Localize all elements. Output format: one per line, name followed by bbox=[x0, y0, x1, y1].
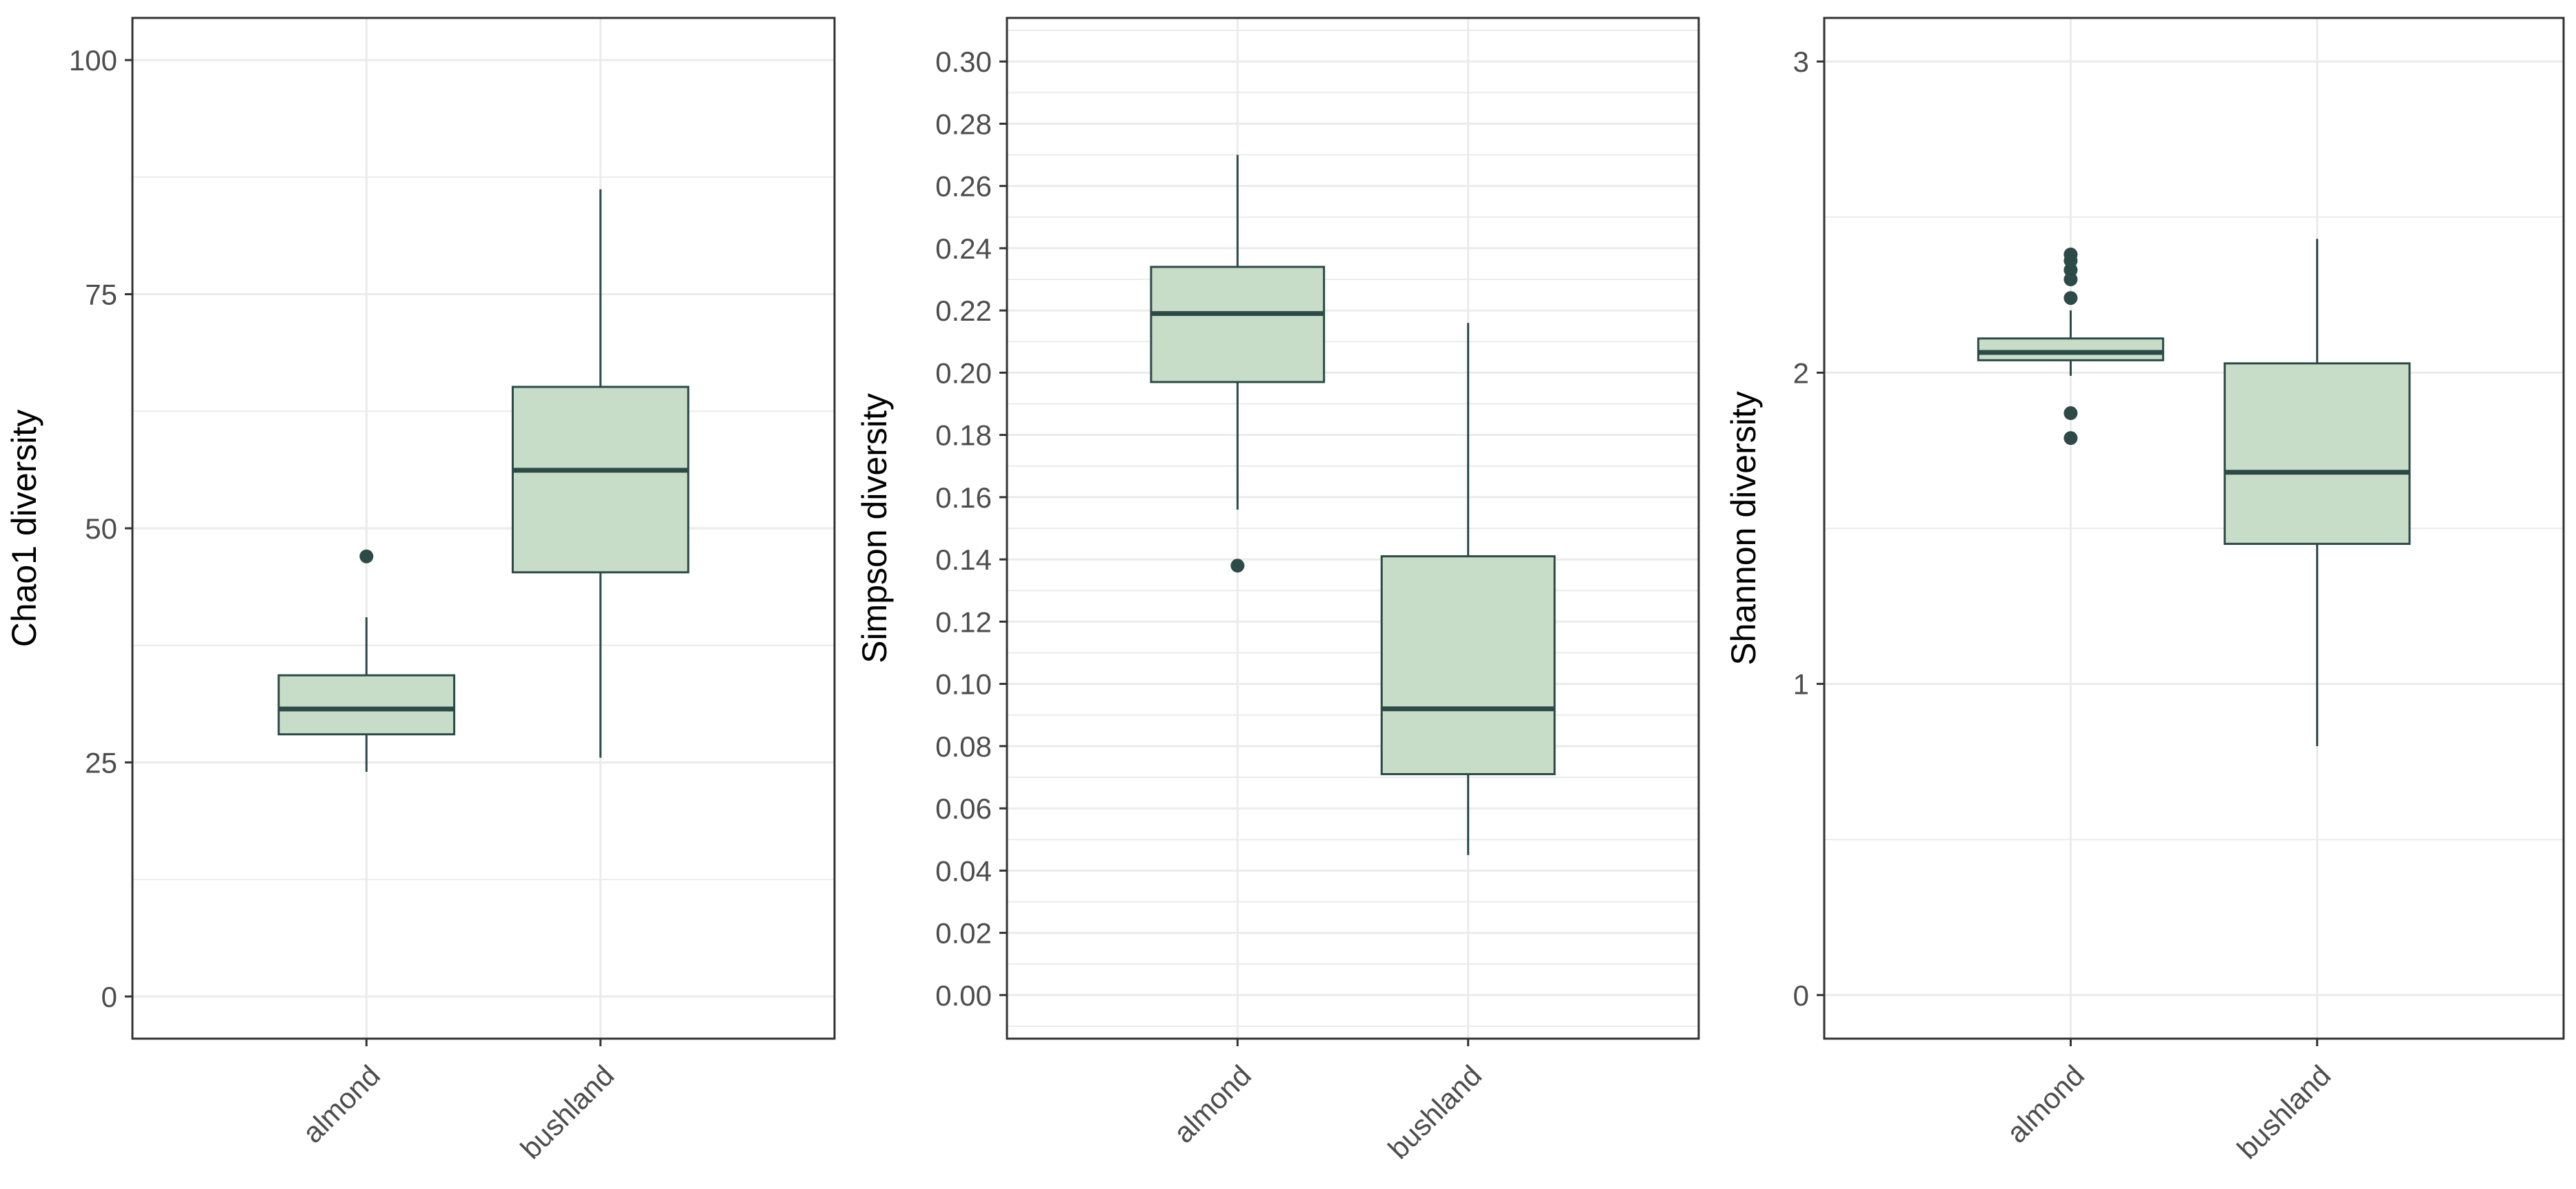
y-tick-label: 0.30 bbox=[935, 46, 992, 78]
y-tick-label: 0.04 bbox=[935, 855, 992, 887]
iqr-box bbox=[1150, 266, 1326, 383]
iqr-box bbox=[2224, 362, 2411, 546]
y-tick-label: 0 bbox=[1793, 979, 1809, 1012]
panel-2: 0.00 0.02 0.04 0.06 0.08 0.10 0.12 0.14 0.16 0.18… bbox=[855, 17, 1700, 1165]
x-tick-label-bushland: bushland bbox=[1382, 1059, 1488, 1165]
iqr-box bbox=[1977, 337, 2164, 361]
outlier-point bbox=[2064, 431, 2078, 446]
y-tick-label: 0.06 bbox=[935, 792, 992, 825]
iqr-box bbox=[1380, 555, 1556, 775]
y-tick-label: 0.02 bbox=[935, 917, 992, 950]
outlier-point bbox=[2064, 291, 2078, 306]
y-tick-label: 0.20 bbox=[935, 357, 992, 389]
x-tick-label-bushland: bushland bbox=[2231, 1059, 2337, 1165]
y-tick-label: 100 bbox=[69, 44, 117, 77]
outlier-point bbox=[359, 549, 374, 563]
box-bushland bbox=[2224, 239, 2411, 746]
box-almond bbox=[1150, 154, 1326, 573]
y-tick-label: 0 bbox=[101, 981, 117, 1013]
outlier-point bbox=[2064, 406, 2078, 421]
box-bushland bbox=[511, 189, 690, 758]
y-tick-label: 25 bbox=[85, 746, 117, 779]
y-tick-label: 0.08 bbox=[935, 730, 992, 763]
panel-border bbox=[1823, 17, 2565, 1040]
box-almond bbox=[1977, 247, 2164, 446]
panel-border bbox=[1006, 17, 1700, 1040]
y-tick-label: 0.14 bbox=[935, 543, 992, 576]
y-axis-title: Chao1 diversity bbox=[5, 410, 43, 648]
iqr-box bbox=[511, 386, 690, 574]
y-tick-label: 0.12 bbox=[935, 606, 992, 638]
y-tick-label: 0.22 bbox=[935, 294, 992, 327]
x-tick-label-almond: almond bbox=[1167, 1059, 1257, 1149]
y-tick-label: 50 bbox=[85, 512, 117, 545]
y-tick-label: 3 bbox=[1793, 46, 1809, 78]
y-tick-label: 1 bbox=[1793, 668, 1809, 701]
y-axis-title: Simpson diversity bbox=[855, 393, 894, 663]
y-tick-label: 0.18 bbox=[935, 419, 992, 452]
y-tick-label: 0.16 bbox=[935, 481, 992, 514]
x-tick-label-almond: almond bbox=[296, 1059, 386, 1149]
x-tick-label-bushland: bushland bbox=[515, 1059, 621, 1165]
outlier-point bbox=[1230, 559, 1245, 573]
x-tick-label-almond: almond bbox=[2000, 1059, 2090, 1149]
y-tick-label: 2 bbox=[1793, 357, 1809, 389]
panel-1: 0 25 50 75 100 almond bushland Chao1 diversity bbox=[5, 17, 836, 1165]
outlier-point bbox=[2064, 247, 2078, 261]
box-almond bbox=[277, 549, 456, 772]
y-tick-label: 0.00 bbox=[935, 979, 992, 1012]
iqr-box bbox=[277, 674, 456, 736]
y-tick-label: 0.10 bbox=[935, 668, 992, 701]
panel-3: 0 1 2 3 almond bushland Shannon diversity bbox=[1724, 17, 2565, 1165]
y-tick-label: 75 bbox=[85, 279, 117, 311]
y-axis-title: Shannon diversity bbox=[1724, 391, 1763, 665]
y-tick-label: 0.24 bbox=[935, 232, 992, 265]
y-tick-label: 0.26 bbox=[935, 170, 992, 203]
box-bushland bbox=[1380, 323, 1556, 855]
y-tick-label: 0.28 bbox=[935, 108, 992, 140]
